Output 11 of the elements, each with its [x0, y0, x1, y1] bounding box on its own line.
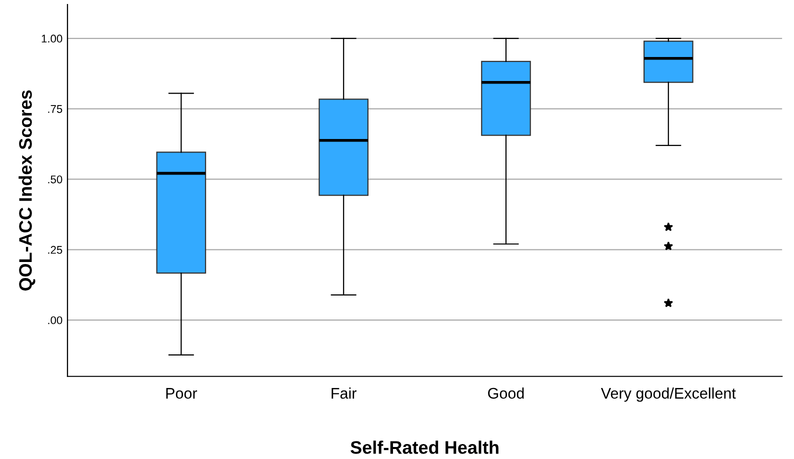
x-axis-title: Self-Rated Health — [350, 440, 498, 454]
x-tick-label: Fair — [332, 387, 356, 399]
x-tick-label: Very good/Excellent — [600, 387, 736, 402]
y-axis-title: QOL-ACC Index Scores — [18, 90, 36, 291]
y-tick-label: .25 — [48, 246, 62, 254]
y-tick-label: 1.00 — [42, 34, 62, 43]
y-tick-label: .00 — [48, 316, 62, 324]
x-tick-label: Good — [488, 387, 524, 399]
y-tick-label: .75 — [48, 105, 62, 113]
y-tick-label: .50 — [48, 175, 62, 184]
x-tick-label: Poor — [166, 388, 198, 399]
